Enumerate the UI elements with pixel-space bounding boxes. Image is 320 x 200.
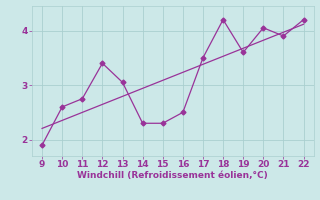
X-axis label: Windchill (Refroidissement éolien,°C): Windchill (Refroidissement éolien,°C) — [77, 171, 268, 180]
